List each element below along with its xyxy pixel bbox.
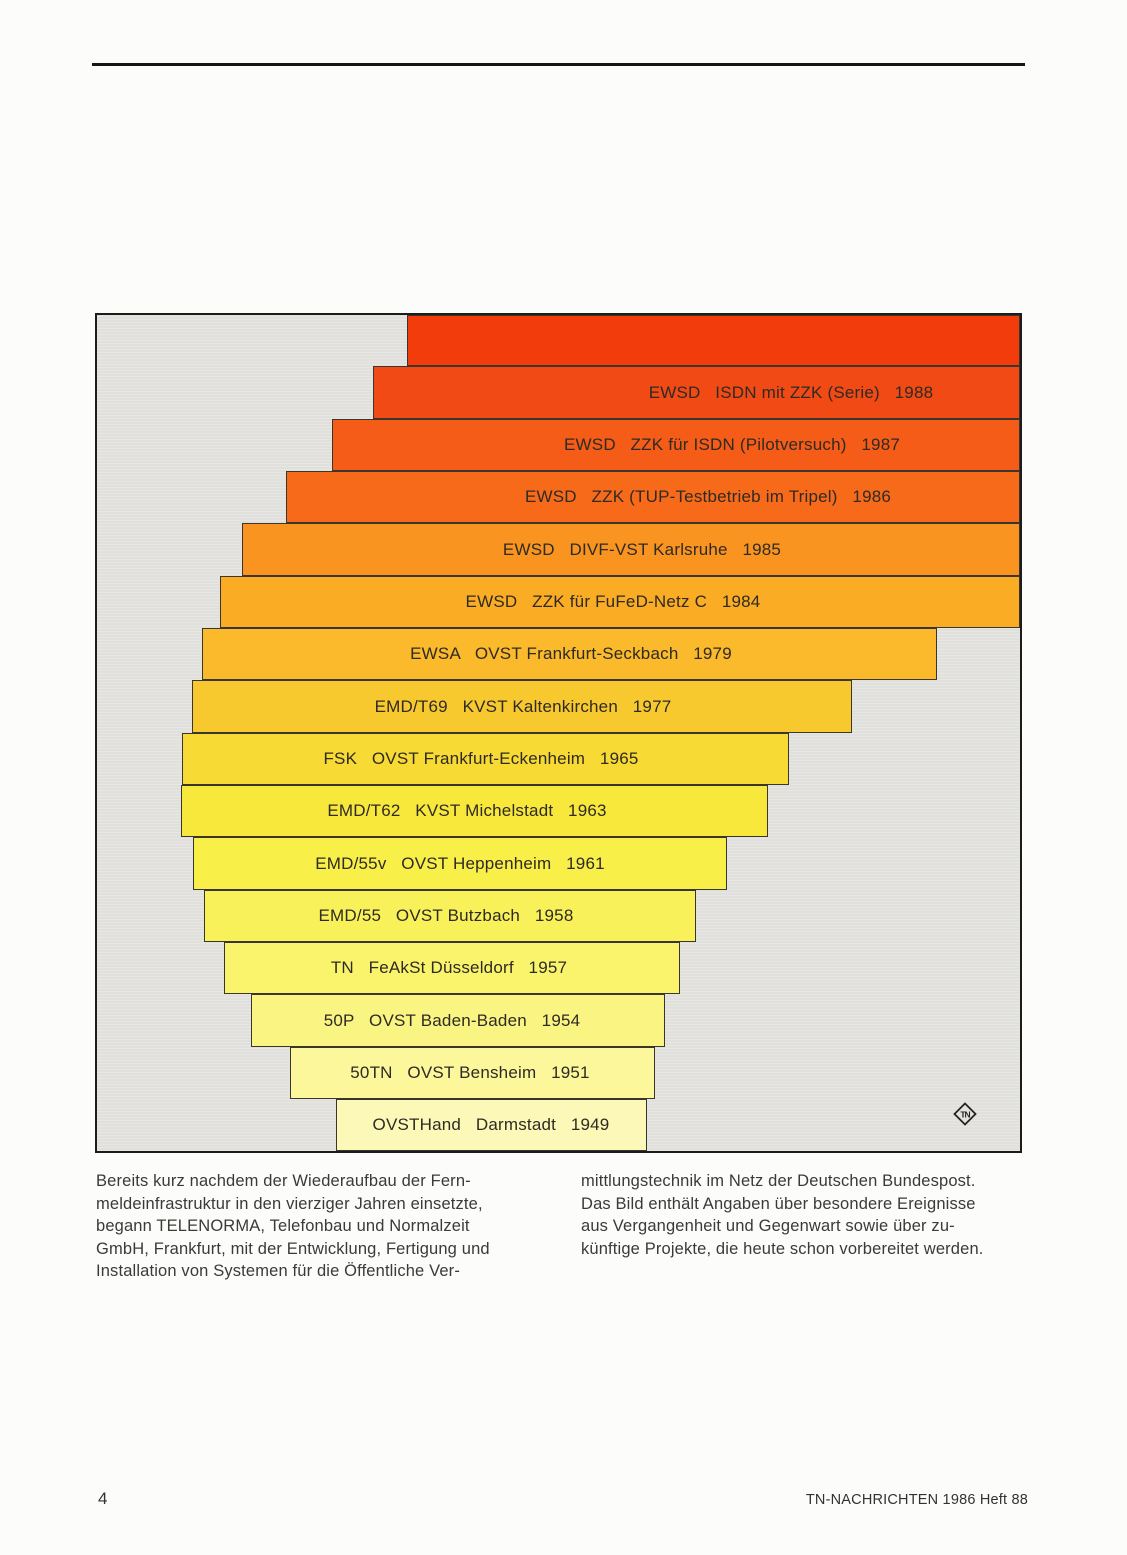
top-rule xyxy=(92,63,1025,66)
bar-label-1954: 50P OVST Baden-Baden 1954 xyxy=(323,1010,581,1030)
bar-label-1986: EWSD ZZK (TUP-Testbetrieb im Tripel) 198… xyxy=(524,487,892,506)
bar-label-1958: EMD/55 OVST Butzbach 1958 xyxy=(318,906,574,925)
tn-diamond-logo-icon: TN xyxy=(953,1102,977,1126)
bar-1987: EWSD ZZK für ISDN (Pilotversuch) 1987 xyxy=(332,419,1020,471)
bar-label-1979: EWSA OVST Frankfurt-Seckbach 1979 xyxy=(410,644,732,663)
bar-label-1949: OVSTHand Darmstadt 1949 xyxy=(372,1115,610,1134)
bar-1961: EMD/55v OVST Heppenheim 1961 xyxy=(193,837,727,890)
bar-1977: EMD/T69 KVST Kaltenkirchen 1977 xyxy=(192,680,852,733)
caption-column-left: Bereits kurz nachdem der Wiederaufbau de… xyxy=(96,1172,490,1281)
caption-column-right: mittlungstechnik im Netz der Deutschen B… xyxy=(581,1172,984,1258)
bar-label-1965: FSK OVST Frankfurt-Eckenheim 1965 xyxy=(323,749,639,768)
bar-1949: OVSTHand Darmstadt 1949 xyxy=(336,1099,647,1151)
bar-label-1984: EWSD ZZK für FuFeD-Netz C 1984 xyxy=(465,592,761,611)
bar-label-1988: EWSD ISDN mit ZZK (Serie) 1988 xyxy=(648,382,934,402)
bar-1965: FSK OVST Frankfurt-Eckenheim 1965 xyxy=(182,733,789,785)
bar-1958: EMD/55 OVST Butzbach 1958 xyxy=(204,890,696,942)
journal-footer: TN-NACHRICHTEN 1986 Heft 88 xyxy=(805,1492,1028,1508)
bar-label-1951: 50TN OVST Bensheim 1951 xyxy=(350,1063,590,1082)
svg-text:TN: TN xyxy=(960,1109,970,1119)
bar-label-1963: EMD/T62 KVST Michelstadt 1963 xyxy=(327,801,607,820)
bar-1951: 50TN OVST Bensheim 1951 xyxy=(290,1047,655,1099)
bar-label-1985: EWSD DIVF-VST Karlsruhe 1985 xyxy=(502,539,782,559)
bar-label-1987: EWSD ZZK für ISDN (Pilotversuch) 1987 xyxy=(563,435,901,454)
bar-1954: 50P OVST Baden-Baden 1954 xyxy=(251,994,665,1047)
bar-1957: TN FeAkSt Düsseldorf 1957 xyxy=(224,942,680,994)
bar-1984: EWSD ZZK für FuFeD-Netz C 1984 xyxy=(220,576,1020,628)
bar-top xyxy=(407,315,1020,366)
timeline-chart: TN EWSD ISDN mit ZZK (Serie) 1988 EWSD ZZ… xyxy=(95,313,1022,1153)
bar-label-1977: EMD/T69 KVST Kaltenkirchen 1977 xyxy=(374,696,672,716)
bar-label-1957: TN FeAkSt Düsseldorf 1957 xyxy=(330,958,568,977)
bar-1988: EWSD ISDN mit ZZK (Serie) 1988 xyxy=(373,366,1020,419)
page-number: 4 xyxy=(98,1489,108,1508)
bar-1979: EWSA OVST Frankfurt-Seckbach 1979 xyxy=(202,628,937,680)
bar-1985: EWSD DIVF-VST Karlsruhe 1985 xyxy=(242,523,1020,576)
bar-1986: EWSD ZZK (TUP-Testbetrieb im Tripel) 198… xyxy=(286,471,1020,523)
bar-1963: EMD/T62 KVST Michelstadt 1963 xyxy=(181,785,768,837)
bar-label-1961: EMD/55v OVST Heppenheim 1961 xyxy=(315,853,605,873)
